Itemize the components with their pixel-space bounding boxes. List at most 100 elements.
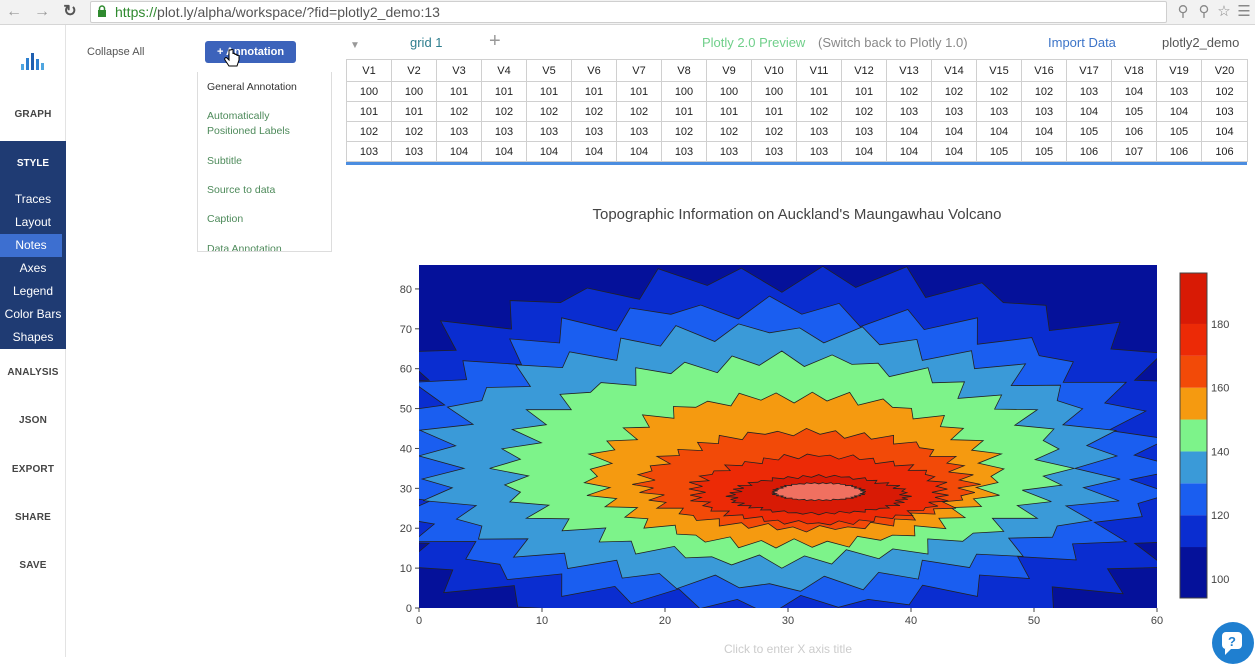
- grid-cell[interactable]: 104: [481, 141, 527, 162]
- grid-cell[interactable]: 101: [391, 101, 437, 122]
- colorbar-tick-label: 180: [1211, 319, 1229, 331]
- grid-cell[interactable]: 103: [976, 101, 1022, 122]
- menu-subtitle[interactable]: Subtitle: [207, 155, 243, 167]
- nav-legend[interactable]: Legend: [12, 284, 54, 298]
- nav-share[interactable]: SHARE: [14, 512, 51, 523]
- colorbar-band: [1180, 323, 1207, 356]
- grid-cell[interactable]: 104: [976, 121, 1022, 142]
- star-icon[interactable]: ☆: [1217, 3, 1231, 20]
- reload-icon[interactable]: ↻: [63, 3, 77, 20]
- menu-auto-labels[interactable]: Automatically Positioned Labels: [207, 110, 290, 137]
- grid-cell[interactable]: 103: [706, 141, 752, 162]
- import-data-link[interactable]: Import Data: [1048, 35, 1116, 50]
- grid-cell[interactable]: 102: [976, 81, 1022, 102]
- grid-cell[interactable]: 102: [391, 121, 437, 142]
- help-chat-button[interactable]: ?: [1212, 622, 1254, 664]
- colorbar-band: [1180, 419, 1207, 452]
- grid-cell[interactable]: 100: [661, 81, 707, 102]
- user-name[interactable]: plotly2_demo: [1162, 35, 1240, 50]
- nav-style[interactable]: STYLE: [16, 158, 50, 169]
- back-arrow-icon[interactable]: ←: [6, 3, 22, 20]
- grid-cell[interactable]: 101: [841, 81, 887, 102]
- grid-cell[interactable]: 102: [571, 101, 617, 122]
- grid-tab[interactable]: grid 1: [410, 35, 443, 50]
- grid-cell[interactable]: 103: [616, 121, 662, 142]
- nav-color-bars[interactable]: Color Bars: [4, 307, 62, 321]
- grid-cell[interactable]: 103: [391, 141, 437, 162]
- x-tick-label: 0: [416, 615, 422, 627]
- switch-back-link[interactable]: (Switch back to Plotly 1.0): [818, 35, 968, 50]
- grid-cell[interactable]: 106: [1111, 121, 1157, 142]
- grid-cell[interactable]: 104: [616, 141, 662, 162]
- y-tick-label: 40: [400, 443, 412, 455]
- grid-column-header[interactable]: V12: [841, 59, 887, 82]
- grid-cell[interactable]: 102: [751, 121, 797, 142]
- svg-text:?: ?: [1228, 634, 1236, 649]
- menu-icon[interactable]: ☰: [1237, 3, 1251, 20]
- contour-level-190: [771, 482, 867, 502]
- grid-cell[interactable]: 103: [796, 141, 842, 162]
- url-path: plot.ly/alpha/workspace/?fid=plotly2_dem…: [157, 4, 440, 20]
- x-tick-label: 10: [536, 615, 548, 627]
- grid-column-header[interactable]: V15: [976, 59, 1022, 82]
- grid-cell[interactable]: 103: [1201, 101, 1248, 122]
- menu-general-annotation[interactable]: General Annotation: [207, 81, 297, 93]
- grid-cell[interactable]: 100: [751, 81, 797, 102]
- colorbar[interactable]: 100 120 140 160 180: [1179, 272, 1229, 599]
- nav-notes[interactable]: Notes: [0, 234, 62, 257]
- colorbar-tick-label: 160: [1211, 383, 1229, 395]
- menu-caption[interactable]: Caption: [207, 213, 244, 225]
- grid-cell[interactable]: 101: [751, 101, 797, 122]
- grid-column-header[interactable]: V14: [931, 59, 977, 82]
- nav-layout[interactable]: Layout: [14, 215, 52, 229]
- grid-cell[interactable]: 104: [1111, 81, 1157, 102]
- grid-cell[interactable]: 104: [1021, 121, 1067, 142]
- chart-title[interactable]: Topographic Information on Auckland's Ma…: [593, 206, 1002, 223]
- grid-cell[interactable]: 105: [976, 141, 1022, 162]
- grid-cell[interactable]: 102: [886, 81, 932, 102]
- address-bar[interactable]: https://plot.ly/alpha/workspace/?fid=plo…: [90, 1, 1167, 23]
- collapse-all-link[interactable]: Collapse All: [87, 46, 145, 58]
- grid-cell[interactable]: 106: [1201, 141, 1248, 162]
- grid-cell[interactable]: 105: [1111, 101, 1157, 122]
- grid-column-header[interactable]: V10: [751, 59, 797, 82]
- menu-source-to-data[interactable]: Source to data: [207, 184, 276, 196]
- forward-arrow-icon[interactable]: →: [34, 3, 50, 20]
- colorbar-band: [1180, 483, 1207, 516]
- nav-analysis[interactable]: ANALYSIS: [7, 367, 59, 378]
- grid-column-header[interactable]: V20: [1201, 59, 1248, 82]
- grid-cell[interactable]: 105: [1066, 121, 1112, 142]
- nav-json[interactable]: JSON: [18, 415, 48, 426]
- plot-area[interactable]: [310, 265, 1254, 640]
- grid-cell[interactable]: 104: [571, 141, 617, 162]
- grid-cell[interactable]: 104: [1156, 101, 1202, 122]
- grid-cell[interactable]: 103: [841, 121, 887, 142]
- nav-graph[interactable]: GRAPH: [14, 109, 52, 120]
- data-grid: V1 V2 V3 V4 V5 V6 V7 V8 V9 V10 V11 V12 V13 V14 V15 V16 V…: [346, 59, 1248, 162]
- add-grid-icon[interactable]: +: [489, 30, 501, 52]
- nav-save[interactable]: SAVE: [19, 560, 47, 571]
- zoom-icon[interactable]: ⚲: [1198, 3, 1210, 20]
- grid-cell[interactable]: 104: [931, 141, 977, 162]
- grid-cell[interactable]: 104: [1201, 121, 1248, 142]
- grid-cell[interactable]: 102: [616, 101, 662, 122]
- x-tick-label: 20: [659, 615, 671, 627]
- grid-column-header[interactable]: V19: [1156, 59, 1202, 82]
- grid-cell[interactable]: 101: [661, 101, 707, 122]
- grid-divider[interactable]: [346, 162, 1247, 165]
- grid-cell[interactable]: 101: [706, 101, 752, 122]
- nav-shapes[interactable]: Shapes: [12, 330, 54, 344]
- grid-cell[interactable]: 101: [346, 101, 392, 122]
- nav-axes[interactable]: Axes: [19, 261, 47, 275]
- x-axis-title-placeholder[interactable]: Click to enter X axis title: [724, 642, 852, 656]
- grid-cell[interactable]: 104: [886, 141, 932, 162]
- plotly-logo-icon[interactable]: [19, 50, 47, 72]
- x-tick-label: 50: [1028, 615, 1040, 627]
- nav-traces[interactable]: Traces: [14, 192, 52, 206]
- extension-icon[interactable]: ⚲: [1177, 3, 1189, 20]
- grid-cell[interactable]: 102: [1021, 81, 1067, 102]
- grid-cell[interactable]: 107: [1111, 141, 1157, 162]
- menu-data-annotation[interactable]: Data Annotation: [207, 243, 282, 252]
- grid-collapse-icon[interactable]: ▼: [350, 40, 360, 51]
- nav-export[interactable]: EXPORT: [11, 464, 55, 475]
